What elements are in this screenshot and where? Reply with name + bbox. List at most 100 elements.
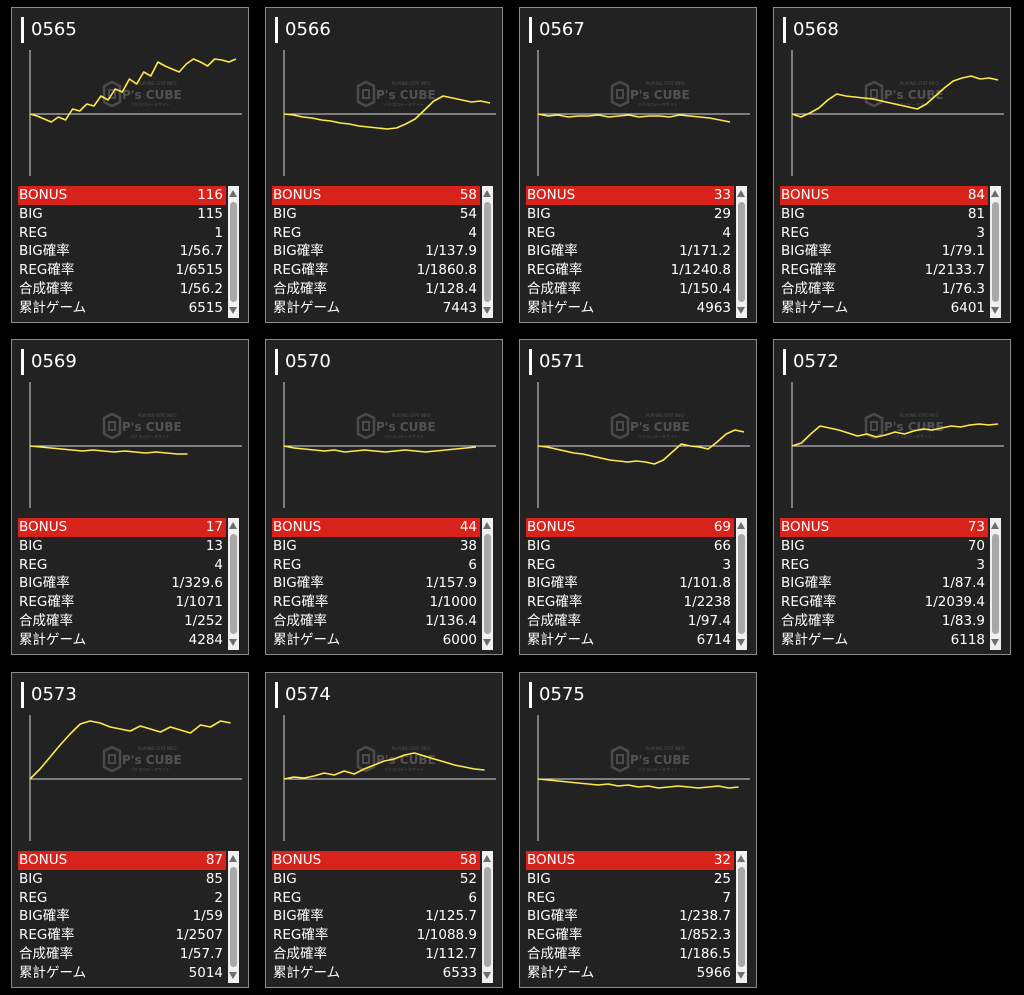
stat-row-bonus: BONUS 32 bbox=[526, 851, 734, 870]
slump-line bbox=[537, 778, 739, 789]
watermark-bottom: パチスロデータサイト bbox=[130, 433, 170, 439]
scroll-thumb[interactable] bbox=[738, 202, 745, 302]
stat-label: BIG bbox=[527, 205, 551, 222]
stat-value: 13 bbox=[205, 537, 223, 554]
stats-table: BONUS 58 BIG 52 REG 6 BIG確率 1/125.7 REG確… bbox=[272, 851, 480, 983]
machine-card[interactable]: 0570 PLAYING STAT INFO P's CUBE パチスロデータサ… bbox=[265, 339, 503, 655]
scroll-up-icon[interactable] bbox=[229, 522, 237, 529]
scroll-up-icon[interactable] bbox=[991, 522, 999, 529]
stat-row-reg: REG 3 bbox=[780, 224, 988, 243]
stat-row-bonus: BONUS 58 bbox=[272, 851, 480, 870]
watermark-top: PLAYING STAT INFO bbox=[392, 413, 431, 418]
machine-number: 0565 bbox=[21, 17, 77, 43]
scroll-down-icon[interactable] bbox=[229, 307, 237, 314]
watermark-logo: P's CUBE bbox=[884, 420, 944, 434]
scroll-up-icon[interactable] bbox=[737, 855, 745, 862]
scroll-thumb[interactable] bbox=[992, 534, 999, 634]
stat-value: 33 bbox=[713, 187, 731, 203]
cube-logo-icon bbox=[610, 412, 630, 440]
stat-row-reg-rate: REG確率 1/2133.7 bbox=[780, 261, 988, 280]
watermark-bottom: パチスロデータサイト bbox=[130, 101, 170, 107]
machine-card[interactable]: 0566 PLAYING STAT INFO P's CUBE パチスロデータサ… bbox=[265, 7, 503, 323]
machine-card[interactable]: 0567 PLAYING STAT INFO P's CUBE パチスロデータサ… bbox=[519, 7, 757, 323]
stat-row-bonus: BONUS 33 bbox=[526, 186, 734, 205]
scroll-down-icon[interactable] bbox=[737, 639, 745, 646]
stat-label: BIG確率 bbox=[19, 575, 70, 592]
stat-label: BONUS bbox=[273, 852, 322, 868]
stats-scrollbar[interactable] bbox=[228, 186, 239, 318]
stats-scrollbar[interactable] bbox=[736, 186, 747, 318]
scroll-up-icon[interactable] bbox=[483, 190, 491, 197]
machine-card[interactable]: 0575 PLAYING STAT INFO P's CUBE パチスロデータサ… bbox=[519, 672, 757, 988]
scroll-up-icon[interactable] bbox=[737, 522, 745, 529]
stat-label: REG確率 bbox=[273, 262, 329, 279]
scroll-thumb[interactable] bbox=[484, 534, 491, 634]
scroll-thumb[interactable] bbox=[230, 534, 237, 634]
stat-value: 1/6515 bbox=[175, 262, 224, 279]
scroll-down-icon[interactable] bbox=[483, 639, 491, 646]
stat-row-reg: REG 3 bbox=[780, 556, 988, 575]
scroll-up-icon[interactable] bbox=[229, 190, 237, 197]
stat-label: BIG確率 bbox=[273, 243, 324, 260]
stats-scrollbar[interactable] bbox=[228, 851, 239, 983]
stats-scrollbar[interactable] bbox=[736, 851, 747, 983]
slump-line bbox=[283, 752, 485, 780]
machine-card[interactable]: 0568 PLAYING STAT INFO P's CUBE パチスロデータサ… bbox=[773, 7, 1011, 323]
scroll-down-icon[interactable] bbox=[737, 972, 745, 979]
stat-value: 1/128.4 bbox=[425, 280, 477, 297]
machine-card[interactable]: 0571 PLAYING STAT INFO P's CUBE パチスロデータサ… bbox=[519, 339, 757, 655]
scroll-down-icon[interactable] bbox=[991, 639, 999, 646]
machine-card[interactable]: 0574 PLAYING STAT INFO P's CUBE パチスロデータサ… bbox=[265, 672, 503, 988]
stats-scrollbar[interactable] bbox=[482, 186, 493, 318]
stats-scrollbar[interactable] bbox=[990, 186, 1001, 318]
scroll-thumb[interactable] bbox=[230, 202, 237, 302]
scroll-up-icon[interactable] bbox=[483, 522, 491, 529]
scroll-up-icon[interactable] bbox=[483, 855, 491, 862]
stats-table: BONUS 44 BIG 38 REG 6 BIG確率 1/157.9 REG確… bbox=[272, 518, 480, 650]
slump-line bbox=[283, 445, 477, 453]
stats-scrollbar[interactable] bbox=[990, 518, 1001, 650]
stat-row-reg: REG 4 bbox=[272, 224, 480, 243]
stats-scrollbar[interactable] bbox=[482, 851, 493, 983]
stat-row-games: 累計ゲーム 6515 bbox=[18, 299, 226, 318]
machine-card[interactable]: 0565 PLAYING STAT INFO P's CUBE パチスロデータサ… bbox=[11, 7, 249, 323]
stat-label: REG bbox=[19, 224, 48, 241]
watermark-top: PLAYING STAT INFO bbox=[900, 81, 939, 86]
scroll-up-icon[interactable] bbox=[737, 190, 745, 197]
machine-card[interactable]: 0573 PLAYING STAT INFO P's CUBE パチスロデータサ… bbox=[11, 672, 249, 988]
stat-value: 2 bbox=[214, 889, 223, 906]
scroll-down-icon[interactable] bbox=[483, 972, 491, 979]
stat-row-big: BIG 25 bbox=[526, 870, 734, 889]
stats-scrollbar[interactable] bbox=[482, 518, 493, 650]
scroll-thumb[interactable] bbox=[230, 867, 237, 967]
scroll-thumb[interactable] bbox=[738, 534, 745, 634]
scroll-down-icon[interactable] bbox=[229, 972, 237, 979]
scroll-down-icon[interactable] bbox=[483, 307, 491, 314]
machine-card[interactable]: 0572 PLAYING STAT INFO P's CUBE パチスロデータサ… bbox=[773, 339, 1011, 655]
stat-value: 81 bbox=[967, 205, 985, 222]
watermark-bottom: パチスロデータサイト bbox=[892, 433, 932, 439]
slump-line bbox=[791, 423, 999, 447]
scroll-down-icon[interactable] bbox=[991, 307, 999, 314]
machine-number: 0571 bbox=[529, 349, 585, 375]
scroll-thumb[interactable] bbox=[484, 867, 491, 967]
stat-label: BIG確率 bbox=[527, 243, 578, 260]
stat-value: 1/56.2 bbox=[179, 280, 223, 297]
scroll-down-icon[interactable] bbox=[737, 307, 745, 314]
stat-label: 合成確率 bbox=[527, 612, 581, 629]
scroll-up-icon[interactable] bbox=[229, 855, 237, 862]
stat-value: 1/112.7 bbox=[425, 945, 477, 962]
slump-graph: PLAYING STAT INFO P's CUBE パチスロデータサイト bbox=[29, 50, 242, 176]
stat-value: 1/2238 bbox=[683, 594, 732, 611]
stats-scrollbar[interactable] bbox=[228, 518, 239, 650]
scroll-up-icon[interactable] bbox=[991, 190, 999, 197]
scroll-thumb[interactable] bbox=[484, 202, 491, 302]
scroll-thumb[interactable] bbox=[992, 202, 999, 302]
scroll-down-icon[interactable] bbox=[229, 639, 237, 646]
stat-label: 合成確率 bbox=[527, 945, 581, 962]
machine-card[interactable]: 0569 PLAYING STAT INFO P's CUBE パチスロデータサ… bbox=[11, 339, 249, 655]
scroll-thumb[interactable] bbox=[738, 867, 745, 967]
stats-scrollbar[interactable] bbox=[736, 518, 747, 650]
stat-value: 1/852.3 bbox=[679, 927, 731, 944]
watermark-bottom: パチスロデータサイト bbox=[384, 101, 424, 107]
